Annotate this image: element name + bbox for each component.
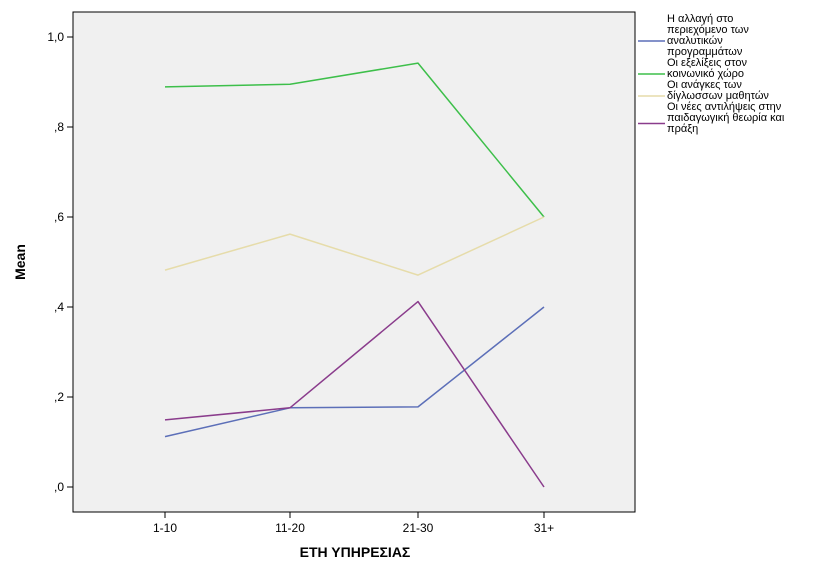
series-line-1 (164, 306, 545, 438)
x-axis: 1-10 11-20 21-30 31+ (153, 512, 554, 535)
legend-label-3: Οι ανάγκες των (667, 79, 742, 91)
legend-label-3: δίγλωσσων μαθητών (667, 90, 769, 102)
plot-area (72, 11, 636, 513)
series-lines (164, 62, 545, 488)
legend-label-4: Οι νέες αντιλήψεις στην (667, 101, 782, 113)
legend-label-4: παιδαγωγική θεωρία και (667, 112, 785, 124)
legend-label-4: πράξη (667, 123, 698, 135)
x-tick-label: 1-10 (153, 521, 177, 535)
y-tick-label: ,2 (54, 390, 64, 404)
x-axis-title: ΕΤΗ ΥΠΗΡΕΣΙΑΣ (300, 544, 411, 560)
legend-label-2: Οι εξελίξεις στον (667, 57, 747, 69)
y-tick-label: ,8 (54, 120, 64, 134)
legend-label-1: αναλυτικών (667, 35, 723, 47)
legend-label-1: Η αλλαγή στο (667, 13, 733, 25)
x-tick-label: 31+ (534, 521, 554, 535)
series-line-2 (164, 62, 545, 218)
x-tick-label: 21-30 (403, 521, 434, 535)
y-tick-label: ,0 (54, 480, 64, 494)
series-line-4 (164, 300, 545, 488)
legend-label-2: κοινωνικό χώρο (667, 68, 744, 80)
legend-label-1: περιεχόμενο των (667, 24, 749, 36)
y-tick-label: ,4 (54, 300, 64, 314)
y-tick-label: ,6 (54, 210, 64, 224)
y-tick-label: 1,0 (47, 30, 64, 44)
x-tick-label: 11-20 (275, 521, 305, 535)
y-axis: ,0 ,2 ,4 ,6 ,8 1,0 (47, 30, 73, 494)
y-axis-title: Mean (12, 244, 28, 280)
legend-label-1: προγραμμάτων (667, 46, 743, 58)
series-line-3 (164, 216, 545, 276)
